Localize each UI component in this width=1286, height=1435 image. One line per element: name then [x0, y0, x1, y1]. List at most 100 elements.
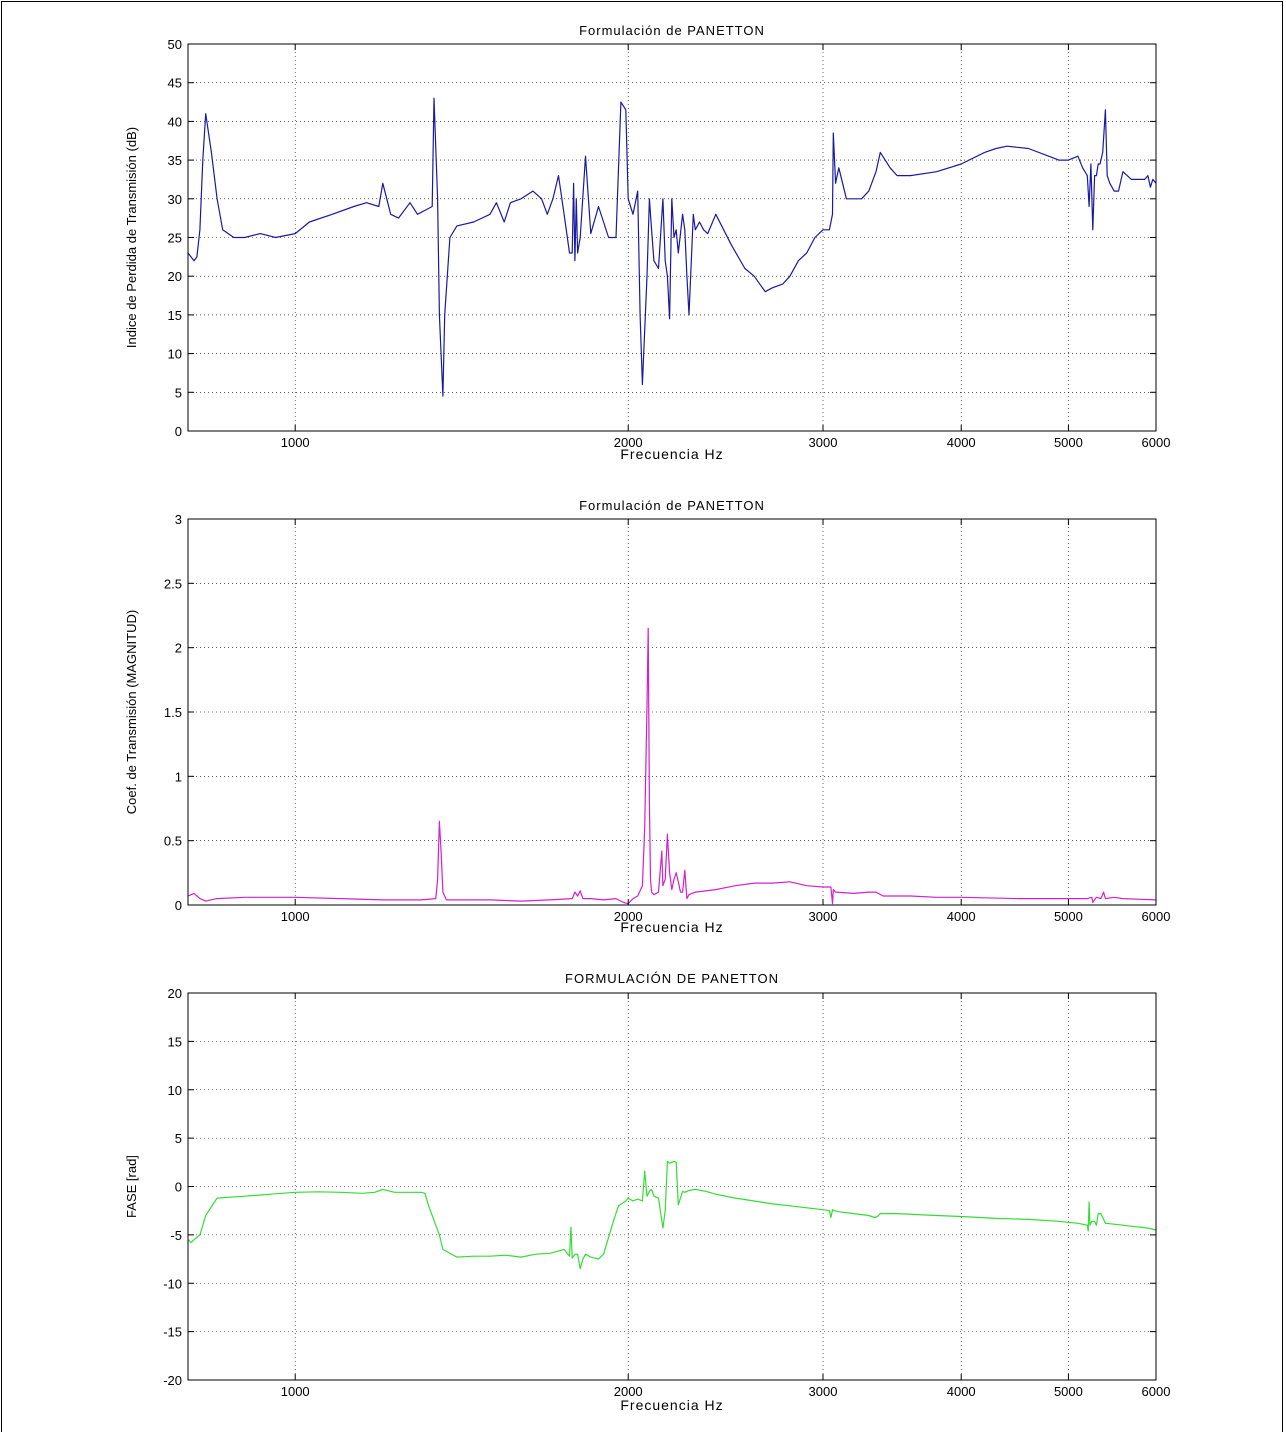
- y-tick: 10: [168, 347, 1156, 362]
- chart-title: Formulación de PANETTON: [579, 23, 765, 38]
- y-tick-label: -20: [163, 1373, 182, 1388]
- x-tick: 6000: [1142, 519, 1171, 924]
- y-tick: 20: [168, 986, 1156, 1001]
- x-tick-label: 2000: [614, 435, 643, 450]
- y-tick: 1: [175, 769, 1156, 784]
- x-tick: 1000: [281, 993, 310, 1399]
- chart-2: 1000 2000 3000 4000 5000 6000 0 0.5 1 1.5 2 2.5 3 For…: [124, 498, 1170, 935]
- y-tick-label: 50: [168, 37, 182, 52]
- y-tick-label: 1.5: [164, 705, 182, 720]
- x-tick-label: 1000: [281, 435, 310, 450]
- chart-3: 1000 2000 3000 4000 5000 6000 -20 -15 -10 -5 0 5 10 1…: [124, 971, 1170, 1413]
- y-tick-label: 35: [168, 153, 182, 168]
- x-tick: 3000: [809, 519, 838, 924]
- y-tick: 35: [168, 153, 1156, 168]
- y-tick: 2.5: [164, 576, 1156, 591]
- x-tick-label: 4000: [947, 435, 976, 450]
- y-tick: 25: [168, 231, 1156, 246]
- y-tick-label: -5: [170, 1228, 182, 1243]
- y-tick-label: 15: [168, 308, 182, 323]
- y-tick: 30: [168, 192, 1156, 207]
- y-tick-label: 25: [168, 231, 182, 246]
- x-tick-label: 1000: [281, 909, 310, 924]
- x-axis-label: Frecuencia Hz: [620, 919, 723, 935]
- y-tick: 0: [175, 1180, 1156, 1195]
- x-tick-label: 4000: [947, 1384, 976, 1399]
- y-tick: 40: [168, 114, 1156, 129]
- y-tick: 5: [175, 1131, 1156, 1146]
- x-tick: 5000: [1054, 44, 1083, 450]
- y-tick: 0.5: [164, 834, 1156, 849]
- y-tick-label: 0: [175, 1180, 182, 1195]
- y-tick-label: 20: [168, 986, 182, 1001]
- x-tick-label: 3000: [809, 435, 838, 450]
- y-tick: -20: [163, 1373, 1156, 1388]
- y-tick: -5: [170, 1228, 1156, 1243]
- x-axis-label: Frecuencia Hz: [620, 446, 723, 462]
- x-tick: 4000: [947, 519, 976, 924]
- x-tick-label: 5000: [1054, 1384, 1083, 1399]
- x-tick-label: 6000: [1142, 435, 1171, 450]
- x-tick-label: 6000: [1142, 1384, 1171, 1399]
- chart-1: 1000 2000 3000 4000 5000 6000 0 5 10 15 20 25 30 35 40…: [124, 23, 1170, 462]
- y-tick-label: 0: [175, 424, 182, 439]
- y-tick: 3: [175, 512, 1156, 527]
- x-tick-label: 6000: [1142, 909, 1171, 924]
- x-tick: 4000: [947, 44, 976, 450]
- x-tick: 2000: [614, 993, 643, 1399]
- y-tick: 15: [168, 1034, 1156, 1049]
- x-tick-label: 2000: [614, 909, 643, 924]
- y-tick: 10: [168, 1083, 1156, 1098]
- x-tick-label: 5000: [1054, 435, 1083, 450]
- x-tick: 6000: [1142, 993, 1171, 1399]
- y-tick: 50: [168, 37, 1156, 52]
- x-tick: 1000: [281, 519, 310, 924]
- y-tick: 20: [168, 269, 1156, 284]
- y-tick-label: 10: [168, 1083, 182, 1098]
- y-tick: 45: [168, 76, 1156, 91]
- x-tick: 6000: [1142, 44, 1171, 450]
- x-axis-label: Frecuencia Hz: [620, 1397, 723, 1413]
- y-tick-label: 15: [168, 1034, 182, 1049]
- x-tick-label: 3000: [809, 1384, 838, 1399]
- chart-title: Formulación de PANETTON: [579, 498, 765, 513]
- y-tick: -15: [163, 1325, 1156, 1340]
- x-tick-label: 3000: [809, 909, 838, 924]
- y-axis-label: Coef. de Transmisión (MAGNITUD): [124, 610, 139, 814]
- chart-title: FORMULACIÓN DE PANETTON: [565, 971, 779, 986]
- y-tick: -10: [163, 1276, 1156, 1291]
- x-tick: 4000: [947, 993, 976, 1399]
- y-tick-label: 0: [175, 898, 182, 913]
- y-tick: 2: [175, 641, 1156, 656]
- x-tick: 5000: [1054, 993, 1083, 1399]
- y-tick-label: 2: [175, 641, 182, 656]
- y-tick-label: 20: [168, 269, 182, 284]
- y-tick-label: 2.5: [164, 576, 182, 591]
- x-tick-label: 4000: [947, 909, 976, 924]
- series-line: [187, 627, 1157, 905]
- y-tick: 1.5: [164, 705, 1156, 720]
- y-tick-label: 40: [168, 114, 182, 129]
- y-axis-label: FASE [rad]: [124, 1155, 139, 1218]
- x-tick: 5000: [1054, 519, 1083, 924]
- x-tick: 2000: [614, 519, 643, 924]
- y-tick-label: -15: [163, 1325, 182, 1340]
- series-line: [187, 1160, 1157, 1270]
- x-tick: 3000: [809, 44, 838, 450]
- x-tick-label: 5000: [1054, 909, 1083, 924]
- y-tick: 0: [175, 898, 1156, 913]
- y-tick-label: 10: [168, 347, 182, 362]
- x-tick: 1000: [281, 44, 310, 450]
- x-tick-label: 1000: [281, 1384, 310, 1399]
- y-tick: 15: [168, 308, 1156, 323]
- y-tick-label: 3: [175, 512, 182, 527]
- series-line: [187, 97, 1157, 397]
- y-tick-label: 0.5: [164, 834, 182, 849]
- y-tick-label: 5: [175, 1131, 182, 1146]
- x-tick: 3000: [809, 993, 838, 1399]
- y-tick: 0: [175, 424, 1156, 439]
- y-tick-label: 1: [175, 769, 182, 784]
- y-tick-label: 45: [168, 76, 182, 91]
